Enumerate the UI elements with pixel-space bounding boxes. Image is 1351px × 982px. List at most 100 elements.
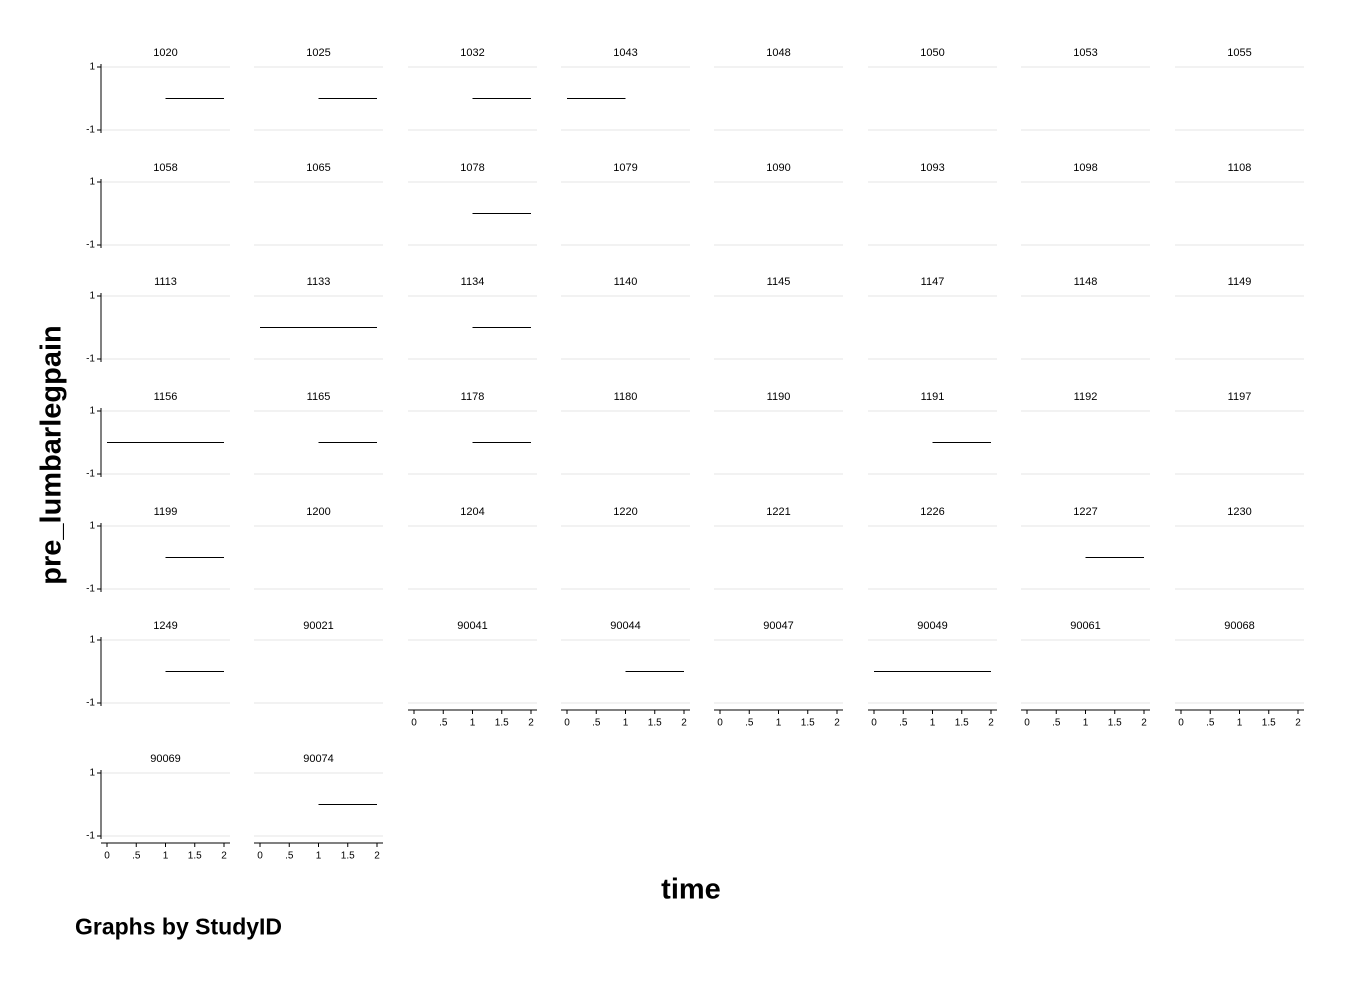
panel-title-1197: 1197 [1228, 391, 1252, 403]
panel-title-1050: 1050 [920, 47, 944, 59]
x-tick-label: 1 [776, 718, 782, 729]
panel-title-1078: 1078 [460, 162, 484, 174]
y-tick-label: -1 [86, 469, 95, 480]
x-tick-label: 0 [1024, 718, 1030, 729]
panel-title-1065: 1065 [306, 162, 330, 174]
x-tick-label: 1 [1083, 718, 1089, 729]
x-tick-label: 0 [411, 718, 417, 729]
panel-title-1156: 1156 [154, 391, 178, 403]
x-tick-label: 1 [316, 851, 322, 862]
panel-title-1178: 1178 [461, 391, 485, 403]
panel-title-90044: 90044 [610, 620, 641, 632]
y-tick-label: -1 [86, 831, 95, 842]
panel-title-1113: 1113 [154, 276, 177, 288]
panel-title-1149: 1149 [1228, 276, 1252, 288]
x-tick-label: 1.5 [1262, 718, 1276, 729]
x-tick-label: 1.5 [801, 718, 815, 729]
panel-title-90061: 90061 [1070, 620, 1101, 632]
x-tick-label: 2 [1295, 718, 1301, 729]
x-tick-label: 2 [221, 851, 227, 862]
panel-title-1055: 1055 [1227, 47, 1251, 59]
panel-title-1098: 1098 [1073, 162, 1097, 174]
panel-title-1048: 1048 [766, 47, 790, 59]
x-tick-label: .5 [592, 718, 601, 729]
x-tick-label: 2 [988, 718, 994, 729]
x-tick-label: 1.5 [341, 851, 355, 862]
panel-title-1249: 1249 [153, 620, 177, 632]
x-tick-label: 1.5 [495, 718, 509, 729]
y-axis-label: pre_lumbarlegpain [35, 325, 68, 585]
panel-title-1192: 1192 [1074, 391, 1098, 403]
panel-title-1180: 1180 [614, 391, 638, 403]
panel-title-1220: 1220 [613, 506, 637, 518]
panel-title-1025: 1025 [306, 47, 330, 59]
graphs-by-note: Graphs by StudyID [75, 913, 283, 940]
x-tick-label: .5 [745, 718, 754, 729]
x-tick-label: 2 [528, 718, 534, 729]
panel-title-1148: 1148 [1074, 276, 1098, 288]
x-tick-label: 1 [470, 718, 476, 729]
x-tick-label: 0 [257, 851, 263, 862]
panel-title-1020: 1020 [153, 47, 177, 59]
y-tick-label: 1 [89, 768, 95, 779]
y-tick-label: 1 [89, 521, 95, 532]
x-tick-label: .5 [1052, 718, 1061, 729]
x-tick-label: 2 [1141, 718, 1147, 729]
x-tick-label: .5 [285, 851, 294, 862]
panel-title-90047: 90047 [763, 620, 794, 632]
x-tick-label: 0 [564, 718, 570, 729]
y-tick-label: -1 [86, 354, 95, 365]
panel-title-1058: 1058 [153, 162, 177, 174]
x-tick-label: 1 [623, 718, 629, 729]
x-tick-label: 1.5 [955, 718, 969, 729]
panel-title-1140: 1140 [614, 276, 638, 288]
x-tick-label: .5 [439, 718, 448, 729]
panel-title-1147: 1147 [921, 276, 945, 288]
panel-title-1133: 1133 [307, 276, 331, 288]
panel-title-1200: 1200 [306, 506, 330, 518]
x-tick-label: .5 [132, 851, 141, 862]
panel-title-1165: 1165 [307, 391, 331, 403]
panel-title-1199: 1199 [154, 506, 178, 518]
panel-title-1032: 1032 [460, 47, 484, 59]
x-tick-label: 2 [681, 718, 687, 729]
x-tick-label: 1.5 [648, 718, 662, 729]
x-tick-label: 2 [374, 851, 380, 862]
panel-title-90068: 90068 [1224, 620, 1255, 632]
x-tick-label: 0 [871, 718, 877, 729]
panel-title-1134: 1134 [461, 276, 485, 288]
y-tick-label: 1 [89, 62, 95, 73]
panel-title-1145: 1145 [767, 276, 791, 288]
x-tick-label: 0 [717, 718, 723, 729]
y-tick-label: -1 [86, 584, 95, 595]
x-tick-label: 1 [163, 851, 169, 862]
y-tick-label: 1 [89, 406, 95, 417]
panel-title-90041: 90041 [457, 620, 488, 632]
x-tick-label: 1.5 [1108, 718, 1122, 729]
x-axis-label: time [661, 873, 721, 906]
panel-title-1221: 1221 [766, 506, 790, 518]
panel-title-1079: 1079 [613, 162, 637, 174]
panel-title-1226: 1226 [920, 506, 944, 518]
panel-title-1053: 1053 [1073, 47, 1097, 59]
x-tick-label: .5 [1206, 718, 1215, 729]
x-tick-label: .5 [899, 718, 908, 729]
y-tick-label: -1 [86, 698, 95, 709]
panel-title-1090: 1090 [766, 162, 790, 174]
panel-title-1093: 1093 [920, 162, 944, 174]
panel-title-90049: 90049 [917, 620, 948, 632]
panel-title-90021: 90021 [303, 620, 334, 632]
panel-title-90069: 90069 [150, 753, 181, 765]
x-tick-label: 0 [104, 851, 110, 862]
panel-title-1191: 1191 [921, 391, 945, 403]
panel-title-1108: 1108 [1228, 162, 1252, 174]
y-tick-label: 1 [89, 177, 95, 188]
x-tick-label: 1 [1237, 718, 1243, 729]
x-tick-label: 1 [930, 718, 936, 729]
y-tick-label: 1 [89, 635, 95, 646]
y-tick-label: -1 [86, 125, 95, 136]
panel-title-90074: 90074 [303, 753, 334, 765]
panel-title-1230: 1230 [1227, 506, 1251, 518]
